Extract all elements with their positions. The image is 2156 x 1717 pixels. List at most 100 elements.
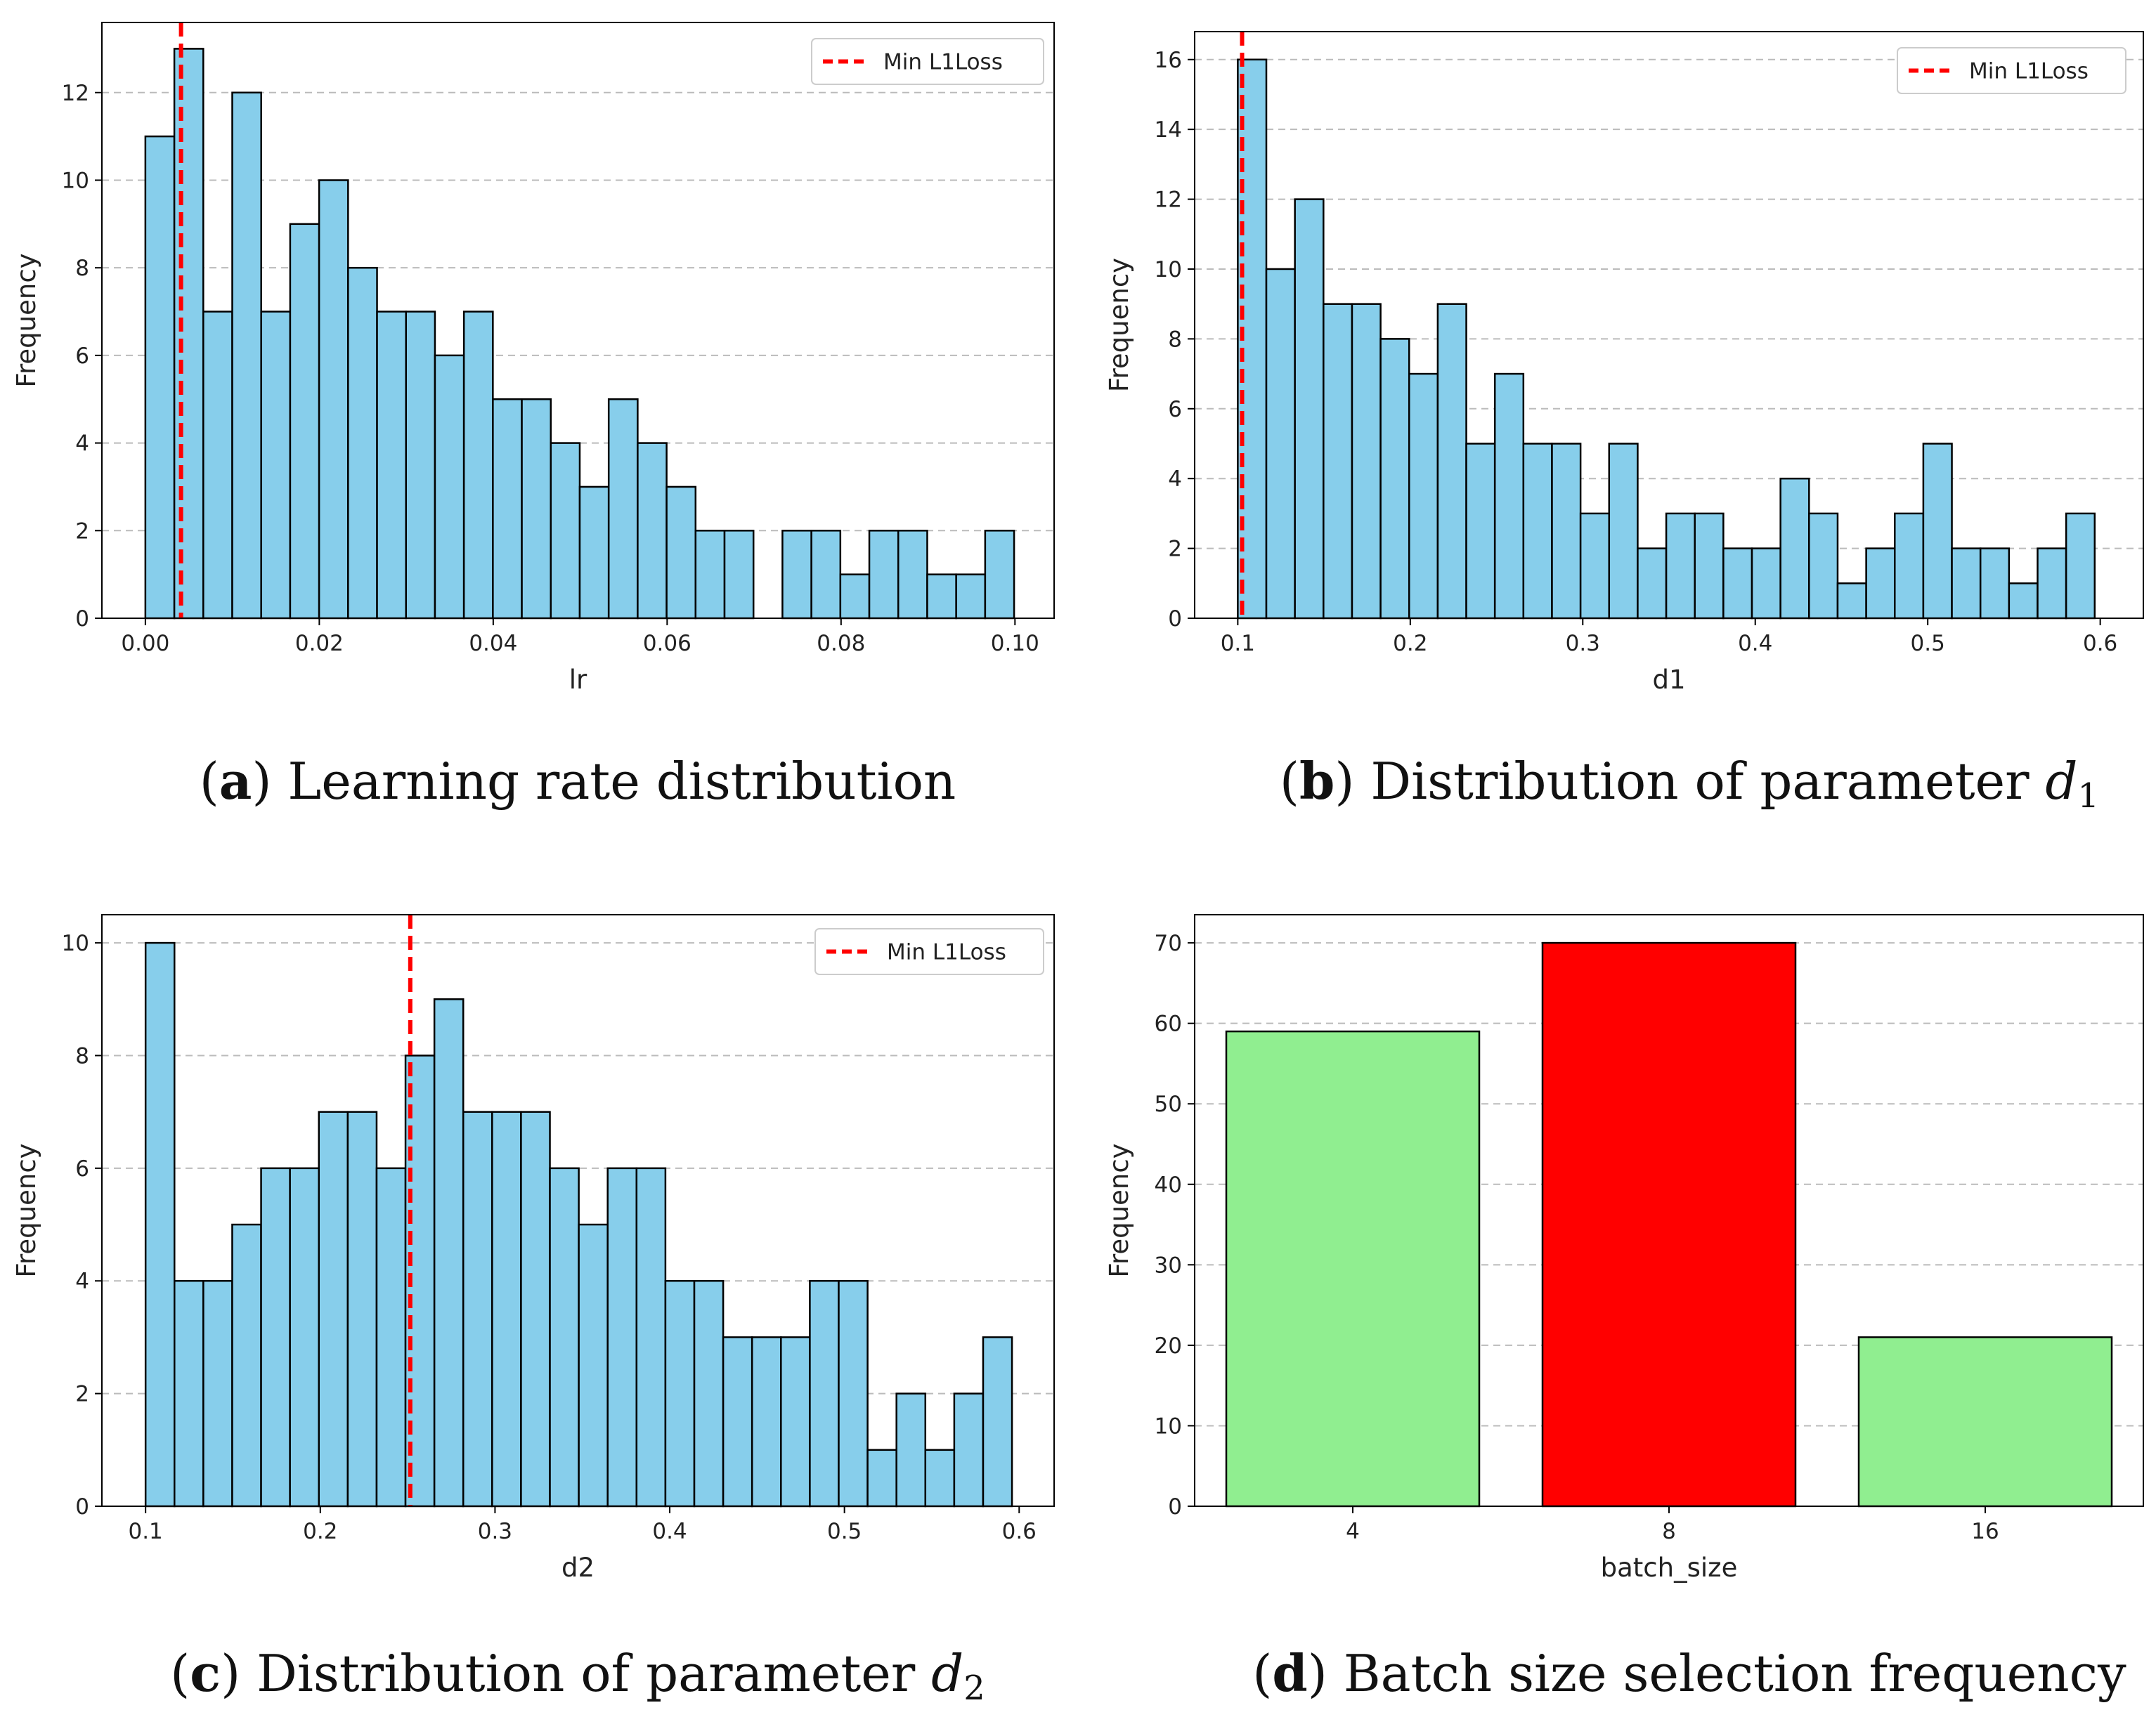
histogram-bar [1836,582,1867,620]
x-tick-label: 0.04 [469,631,517,656]
histogram-bar [375,1167,407,1508]
bar [1541,941,1797,1508]
y-tick-label: 20 [1155,1333,1182,1359]
histogram-bar [810,530,842,620]
histogram-bar [2037,547,2067,620]
histogram-bar [1493,372,1525,620]
y-tick-label: 70 [1155,931,1182,956]
histogram-bar [433,998,465,1508]
histogram-bar [231,91,262,620]
legend: Min L1Loss [1897,47,2126,94]
legend-label: Min L1Loss [883,50,1003,75]
histogram-bar [751,1336,782,1508]
histogram-bar [780,1336,811,1508]
legend: Min L1Loss [811,38,1044,85]
caption-text: Distribution of parameter [1354,752,2045,811]
histogram-bar [578,485,610,620]
caption: (a) Learning rate distribution [200,751,956,811]
panel-d-batch-size: 0 10 20 30 40 50 60 70 4 8 16 batch_size Frequency… [1104,914,2144,1703]
histogram-bar [982,1336,1013,1508]
histogram-bar [318,179,349,620]
histogram-bar [1637,547,1668,620]
histogram-bar [895,1392,927,1508]
histogram-bar [1722,547,1753,620]
plot-frame [1194,31,2144,619]
x-tick-label: 0.00 [121,631,169,656]
y-axis-label: Frequency [1104,1143,1134,1277]
histogram-bar [926,573,957,620]
y-tick-label: 0 [1168,1494,1182,1520]
caption-text: Learning rate distribution [272,752,956,811]
x-tick-label: 0.3 [478,1519,512,1544]
x-tick-label: 0.02 [295,631,344,656]
x-tick-label: 0.3 [1566,631,1600,656]
histogram-bar [839,573,871,620]
histogram-bar [781,530,812,620]
histogram-bar [723,530,755,620]
histogram-bar [376,311,407,620]
histogram-bar [347,266,378,620]
histogram-bar [2008,582,2039,620]
histogram-bar [1865,547,1896,620]
histogram-bar [838,1279,869,1508]
histogram-bar [955,573,987,620]
x-tick-label: 0.4 [1738,631,1772,656]
histogram-bar [144,941,176,1508]
bar [1225,1030,1481,1508]
histogram-bar [664,1279,696,1508]
caption-sub: 1 [2078,776,2100,816]
histogram-bar [1894,512,1925,620]
histogram-bar [1294,198,1325,620]
x-axis-label: d1 [1652,665,1685,695]
histogram-bar [1922,443,1953,620]
y-tick-label: 0 [1168,606,1182,632]
histogram-bar [868,530,900,620]
histogram-bar [694,530,726,620]
histogram-bar [520,1111,551,1508]
histogram-bar [809,1279,840,1508]
histogram-bar [1323,303,1353,620]
histogram-bar [1522,443,1553,620]
histogram-bar [1551,443,1582,620]
histogram-bar [462,1111,493,1508]
histogram-bar [521,398,552,620]
histogram-bar [1951,547,1982,620]
caption-text: Batch size selection frequency [1327,1644,2126,1703]
histogram-bar [924,1449,956,1508]
caption-letter: a [219,751,252,811]
y-tick-label: 16 [1155,48,1182,73]
x-tick-label: 0.2 [1393,631,1427,656]
histogram-bar [462,311,494,620]
y-tick-label: 2 [75,518,89,544]
histogram-bar [289,223,320,620]
x-tick-label: 0.5 [827,1519,862,1544]
histogram-bar [1694,512,1725,620]
histogram-bar [1436,303,1467,620]
caption-letter: d [1272,1643,1307,1703]
legend: Min L1Loss [814,928,1044,975]
histogram-bar [897,530,928,620]
x-tick-label: 0.10 [991,631,1039,656]
caption-sub: 2 [963,1669,985,1708]
caption-letter: b [1299,751,1334,811]
histogram-bar [174,1279,204,1508]
y-tick-label: 50 [1155,1092,1182,1117]
histogram-bar [1808,512,1839,620]
histogram-bar [491,1111,522,1508]
histogram-bar [434,354,465,620]
histogram-bar [144,135,176,620]
caption-text: Distribution of parameter [240,1644,931,1703]
histogram-bar [202,1279,233,1508]
histogram-bar [1351,303,1382,620]
y-tick-label: 0 [75,606,89,632]
y-tick-label: 60 [1155,1012,1182,1037]
x-axis-label: batch_size [1601,1553,1738,1583]
y-tick-label: 6 [75,344,89,369]
histogram-bar [722,1336,753,1508]
histogram-bar [637,442,668,620]
histogram-bar [231,1223,262,1508]
histogram-bar [578,1223,609,1508]
histogram-bar [549,1167,580,1508]
x-tick-label: 0.06 [643,631,691,656]
